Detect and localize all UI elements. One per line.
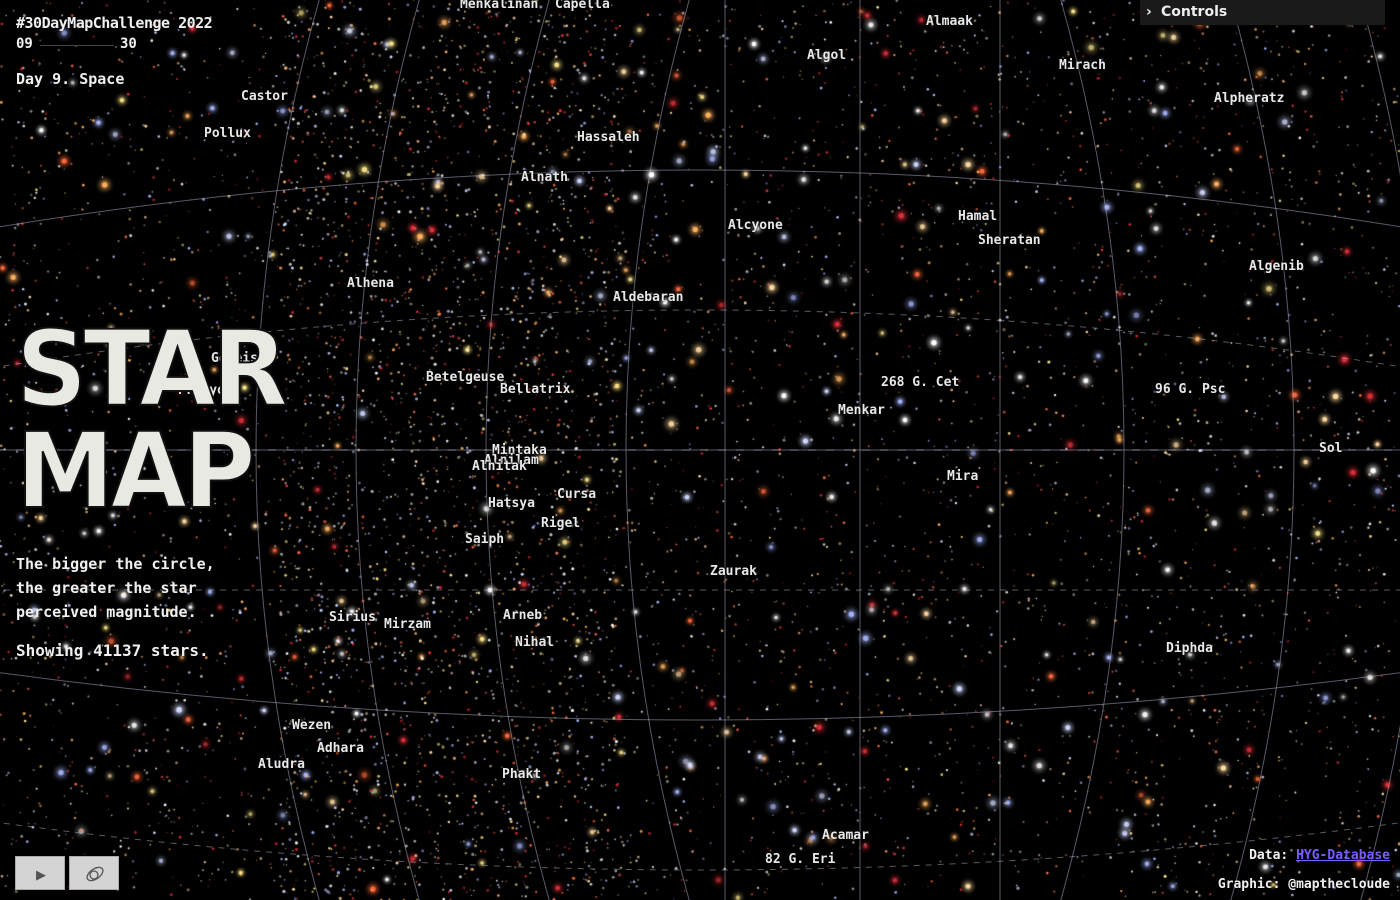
range-min: 09 <box>16 36 33 52</box>
star-label: Pollux <box>204 126 251 141</box>
star-label: Alnitak <box>472 459 527 474</box>
star-label: Saiph <box>465 532 505 547</box>
description-line-2: the greater the star <box>16 579 197 597</box>
star-label: Acamar <box>822 828 869 843</box>
star-label: Alpheratz <box>1214 91 1285 106</box>
star-label: Alnath <box>521 170 568 185</box>
star-label: Aldebaran <box>613 290 684 305</box>
data-label: Data: <box>1249 848 1289 863</box>
star-label: Betelgeuse <box>426 370 505 385</box>
controls-label: Controls <box>1161 4 1228 20</box>
star-label: Mirzam <box>384 617 431 632</box>
star-label: Phakt <box>502 767 542 782</box>
star-label: Bellatrix <box>500 382 571 397</box>
challenge-title: #30DayMapChallenge 2022 <box>16 14 213 32</box>
play-button[interactable]: ▶ <box>15 856 65 890</box>
star-label: Almaak <box>926 14 973 29</box>
day-range-slider[interactable]: 09 30 <box>16 36 146 54</box>
range-max: 30 <box>120 36 137 52</box>
orbit-icon <box>86 866 104 882</box>
chevron-right-icon: › <box>1146 4 1152 20</box>
star-label: Gomeisa <box>211 351 266 366</box>
star-label: Algenib <box>1249 259 1304 274</box>
day-subtitle: Day 9. Space <box>16 70 125 88</box>
star-label: 268 G. Cet <box>881 375 960 390</box>
star-label: Diphda <box>1166 641 1213 656</box>
play-icon: ▶ <box>36 868 46 883</box>
star-label: Mirach <box>1059 58 1106 73</box>
star-label: Menkalinan <box>460 0 539 12</box>
star-label: Capella <box>555 0 610 12</box>
graphic-credit: Graphic: @mapthecloude <box>1217 877 1390 892</box>
star-label: Nihal <box>515 635 555 650</box>
star-label: Hassaleh <box>577 130 640 145</box>
data-credit: Data: HYG-Database <box>1249 848 1390 863</box>
description-line-1: The bigger the circle, <box>16 555 215 573</box>
star-label: Castor <box>241 89 288 104</box>
star-label: Zaurak <box>710 564 757 579</box>
page-title: STAR MAP <box>15 308 289 532</box>
star-label: Aludra <box>258 757 305 772</box>
star-label: Hamal <box>958 209 998 224</box>
legend-description: The bigger the circle, the greater the s… <box>16 552 216 624</box>
play-glyph: ▶ <box>36 868 46 883</box>
star-label: Alhena <box>347 276 394 291</box>
star-label: Cursa <box>557 487 597 502</box>
description-line-3: perceived magnitude. <box>16 603 197 621</box>
star-label: 96 G. Psc <box>1155 382 1226 397</box>
title-line-2: MAP <box>15 410 256 532</box>
star-label: Alcyone <box>728 218 783 233</box>
star-label: Menkar <box>838 403 885 418</box>
star-label: Mintaka <box>492 443 547 458</box>
title-line-1: STAR <box>15 308 289 430</box>
star-label: Adhara <box>317 741 364 756</box>
star-label: Alnilam <box>484 453 539 468</box>
star-label: Sirius <box>329 610 376 625</box>
hyg-database-link[interactable]: HYG-Database <box>1296 848 1390 863</box>
star-label: Algol <box>807 48 847 63</box>
range-track[interactable] <box>40 45 114 46</box>
controls-panel-toggle[interactable]: › Controls <box>1140 0 1385 25</box>
star-label: Mira <box>947 469 979 484</box>
star-count: Showing 41137 stars. <box>16 641 209 660</box>
star-label: Wezen <box>292 718 332 733</box>
reset-view-button[interactable] <box>69 856 119 890</box>
star-label: Sol <box>1319 441 1343 456</box>
star-label: Arneb <box>503 608 543 623</box>
star-label: Rigel <box>541 516 581 531</box>
star-label: Hatsya <box>488 496 535 511</box>
star-label: Procyon <box>178 383 233 398</box>
star-label: 82 G. Eri <box>765 852 836 867</box>
star-label: Sheratan <box>978 233 1041 248</box>
